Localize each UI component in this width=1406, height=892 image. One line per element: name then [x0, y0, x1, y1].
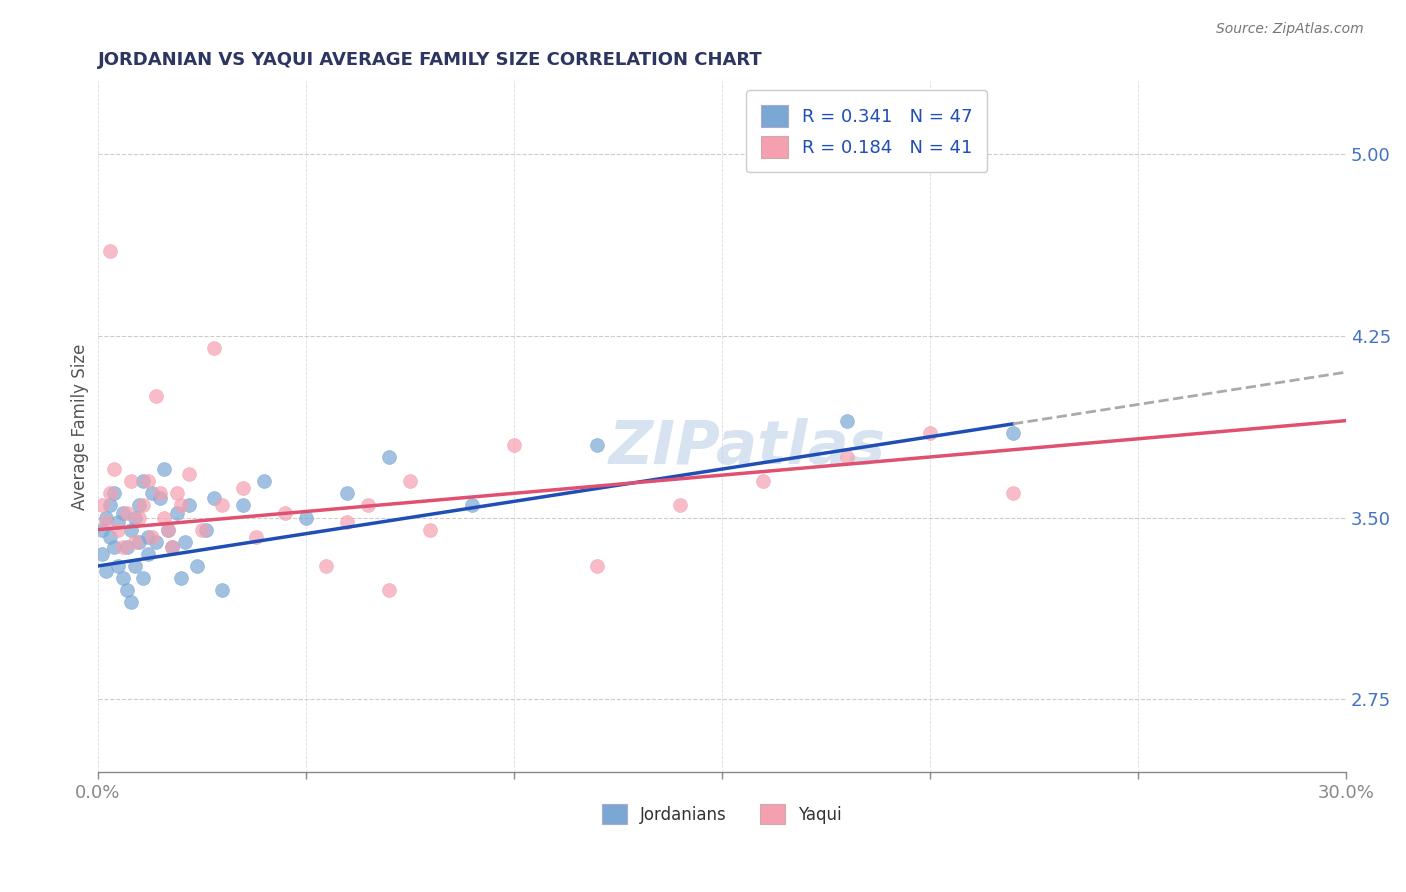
Point — [918, 425, 941, 440]
Point — [128, 534, 150, 549]
Point — [179, 499, 201, 513]
Point — [124, 534, 146, 549]
Point — [232, 482, 254, 496]
Legend: Jordanians, Yaqui: Jordanians, Yaqui — [593, 796, 851, 833]
Point — [111, 506, 134, 520]
Point — [294, 510, 316, 524]
Point — [107, 559, 129, 574]
Point — [357, 499, 380, 513]
Point — [98, 530, 121, 544]
Point — [98, 499, 121, 513]
Point — [194, 523, 217, 537]
Point — [336, 516, 359, 530]
Point — [166, 506, 188, 520]
Point — [211, 583, 233, 598]
Point — [132, 499, 155, 513]
Point — [90, 499, 112, 513]
Point — [103, 540, 125, 554]
Point — [90, 547, 112, 561]
Point — [103, 486, 125, 500]
Point — [170, 571, 193, 585]
Point — [107, 523, 129, 537]
Point — [124, 559, 146, 574]
Point — [186, 559, 208, 574]
Point — [752, 474, 775, 488]
Point — [145, 534, 167, 549]
Point — [232, 499, 254, 513]
Point — [157, 523, 180, 537]
Point — [586, 559, 609, 574]
Point — [115, 540, 138, 554]
Point — [202, 341, 225, 355]
Point — [115, 583, 138, 598]
Point — [136, 530, 159, 544]
Point — [170, 499, 193, 513]
Point — [315, 559, 337, 574]
Point — [120, 523, 142, 537]
Point — [120, 474, 142, 488]
Point — [94, 564, 117, 578]
Point — [166, 486, 188, 500]
Point — [98, 486, 121, 500]
Point — [111, 540, 134, 554]
Point — [94, 510, 117, 524]
Point — [502, 438, 524, 452]
Point — [90, 523, 112, 537]
Point — [107, 516, 129, 530]
Point — [132, 474, 155, 488]
Point — [128, 510, 150, 524]
Point — [179, 467, 201, 481]
Point — [211, 499, 233, 513]
Text: JORDANIAN VS YAQUI AVERAGE FAMILY SIZE CORRELATION CHART: JORDANIAN VS YAQUI AVERAGE FAMILY SIZE C… — [97, 51, 762, 69]
Point — [111, 571, 134, 585]
Point — [141, 530, 163, 544]
Point — [153, 510, 176, 524]
Text: ZIPatlas: ZIPatlas — [609, 418, 886, 477]
Point — [136, 547, 159, 561]
Point — [174, 534, 197, 549]
Point — [419, 523, 441, 537]
Point — [1001, 425, 1024, 440]
Point — [162, 540, 184, 554]
Point — [253, 474, 276, 488]
Point — [115, 506, 138, 520]
Point — [162, 540, 184, 554]
Point — [153, 462, 176, 476]
Point — [378, 450, 401, 464]
Point — [202, 491, 225, 506]
Point — [157, 523, 180, 537]
Point — [145, 389, 167, 403]
Point — [136, 474, 159, 488]
Point — [149, 491, 172, 506]
Point — [835, 414, 858, 428]
Point — [378, 583, 401, 598]
Point — [149, 486, 172, 500]
Point — [190, 523, 212, 537]
Text: Source: ZipAtlas.com: Source: ZipAtlas.com — [1216, 22, 1364, 37]
Point — [274, 506, 297, 520]
Point — [245, 530, 267, 544]
Point — [128, 499, 150, 513]
Point — [103, 462, 125, 476]
Point — [1001, 486, 1024, 500]
Point — [398, 474, 420, 488]
Point — [669, 499, 692, 513]
Point — [586, 438, 609, 452]
Point — [336, 486, 359, 500]
Y-axis label: Average Family Size: Average Family Size — [72, 343, 89, 510]
Point — [835, 450, 858, 464]
Point — [98, 244, 121, 258]
Point — [120, 595, 142, 609]
Point — [461, 499, 484, 513]
Point — [124, 510, 146, 524]
Point — [94, 516, 117, 530]
Point — [132, 571, 155, 585]
Point — [141, 486, 163, 500]
